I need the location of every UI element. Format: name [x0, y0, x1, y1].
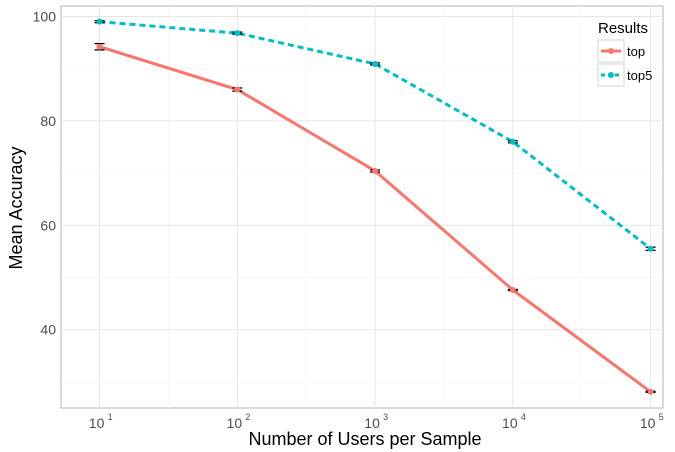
y-tick-label: 100: [33, 8, 57, 24]
data-point-top: [372, 167, 379, 174]
y-tick-label: 60: [40, 217, 56, 233]
series-layer: [94, 18, 656, 395]
y-tick-label: 40: [40, 322, 56, 338]
y-tick-label: 80: [40, 113, 56, 129]
legend-keys: top top5: [597, 39, 652, 87]
x-tick-exponent: 1: [108, 412, 113, 422]
data-point-top5: [647, 245, 654, 252]
legend-key-point: [608, 72, 614, 78]
x-tick-exponent: 5: [659, 412, 664, 422]
series-top: [94, 42, 656, 395]
data-point-top5: [509, 138, 516, 145]
x-tick-label: 10: [502, 415, 518, 431]
legend-label-top5: top5: [627, 68, 652, 83]
data-point-top: [647, 388, 654, 395]
y-axis-ticks: 40 60 80 100: [33, 8, 57, 337]
data-point-top: [509, 287, 516, 294]
x-tick-label: 10: [364, 415, 380, 431]
data-point-top: [96, 43, 103, 50]
series-line-top5: [99, 20, 652, 250]
legend-title: Results: [598, 20, 648, 37]
x-tick-label: 10: [227, 415, 243, 431]
x-tick-label: 10: [640, 415, 656, 431]
plot-panel: [60, 5, 664, 409]
x-tick-label: 10: [89, 415, 105, 431]
data-point-top5: [372, 60, 379, 67]
x-axis-title: Number of Users per Sample: [248, 429, 481, 449]
x-axis-ticks: 10 1 10 2 10 3 10 4 10 5: [89, 412, 664, 431]
legend: Results top top5: [597, 20, 652, 87]
data-point-top: [234, 86, 241, 93]
legend-label-top: top: [627, 44, 645, 59]
data-point-top5: [96, 18, 103, 25]
x-tick-exponent: 4: [521, 412, 526, 422]
y-axis-title: Mean Accuracy: [6, 146, 26, 269]
series-top5: [94, 18, 656, 252]
x-tick-exponent: 3: [383, 412, 388, 422]
x-tick-exponent: 2: [245, 412, 250, 422]
grid: [61, 6, 663, 408]
data-point-top5: [234, 30, 241, 37]
legend-key-point: [608, 48, 614, 54]
